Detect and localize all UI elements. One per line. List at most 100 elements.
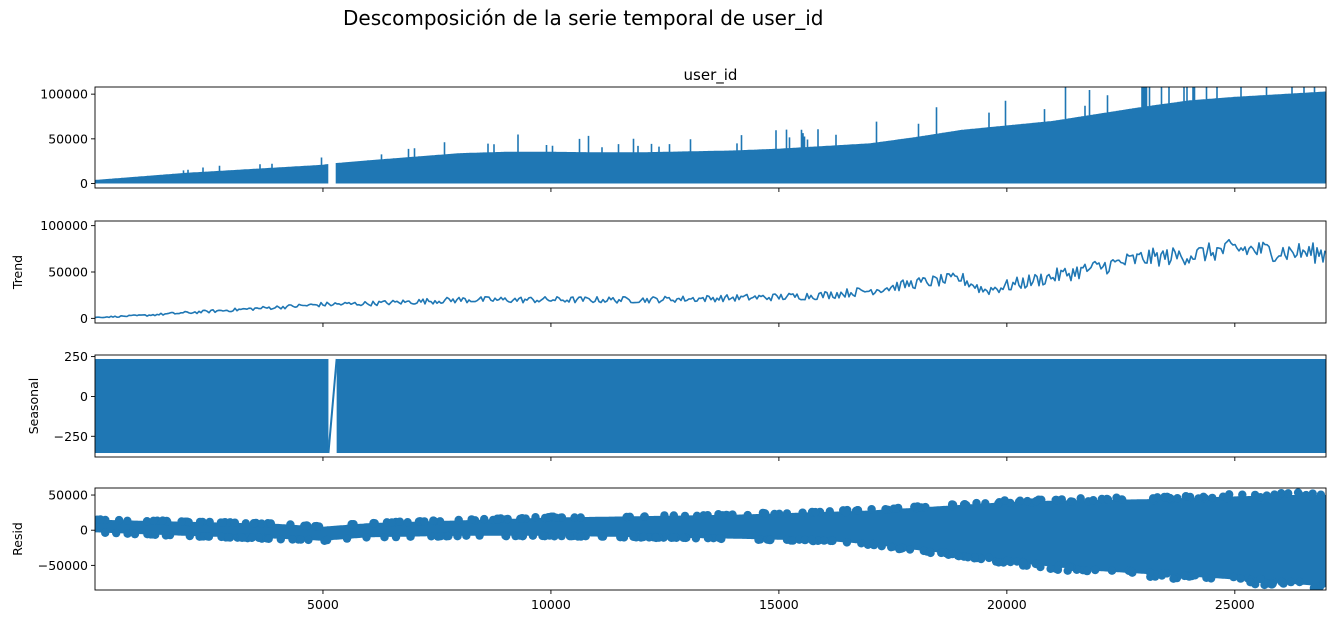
resid-point xyxy=(550,532,559,541)
resid-point xyxy=(765,535,775,545)
resid-point xyxy=(1301,490,1311,500)
resid-point xyxy=(96,515,105,524)
resid-point xyxy=(819,536,829,545)
resid-point xyxy=(981,499,990,508)
resid-point xyxy=(984,553,994,563)
resid-point xyxy=(380,533,389,542)
resid-point xyxy=(158,516,167,525)
series-trend xyxy=(95,238,1326,319)
resid-point xyxy=(1180,571,1189,581)
resid-point xyxy=(1319,579,1326,588)
resid-point xyxy=(143,530,152,539)
ylabel: Seasonal xyxy=(26,378,41,435)
resid-point xyxy=(622,512,631,522)
resid-point xyxy=(314,522,324,531)
resid-point xyxy=(1158,569,1168,578)
resid-point xyxy=(276,535,285,544)
ytick-label: 0 xyxy=(80,311,88,326)
resid-point xyxy=(1268,579,1277,589)
resid-point xyxy=(480,514,489,524)
resid-point xyxy=(1238,490,1247,499)
resid-point xyxy=(1053,565,1063,574)
resid-point xyxy=(1145,568,1155,577)
resid-point xyxy=(1000,496,1009,505)
resid-point xyxy=(1082,566,1092,576)
resid-point xyxy=(881,505,890,514)
resid-point xyxy=(921,502,930,512)
resid-point xyxy=(1169,574,1178,583)
resid-point xyxy=(264,534,273,543)
resid-point xyxy=(1065,563,1074,572)
resid-point xyxy=(1015,496,1025,505)
resid-point xyxy=(112,528,121,538)
resid-point xyxy=(218,518,227,527)
resid-point xyxy=(891,504,901,513)
xtick-label: 5000 xyxy=(307,597,339,612)
resid-point xyxy=(1236,574,1245,583)
resid-point xyxy=(1066,497,1076,506)
panel-title: user_id xyxy=(684,66,738,85)
resid-point xyxy=(1309,583,1319,590)
resid-point xyxy=(403,518,412,527)
resid-point xyxy=(1023,496,1032,506)
resid-point xyxy=(204,532,214,541)
resid-point xyxy=(493,515,502,524)
resid-point xyxy=(629,532,638,541)
resid-point xyxy=(254,533,263,542)
xtick-label: 15000 xyxy=(759,597,799,612)
resid-point xyxy=(651,533,661,543)
resid-point xyxy=(149,516,158,525)
figure-title: Descomposición de la serie temporal de u… xyxy=(343,6,824,30)
panel-1: 0 50000 100000 user_id xyxy=(40,66,1327,192)
resid-point xyxy=(703,534,713,543)
resid-point xyxy=(369,518,378,528)
resid-point xyxy=(925,547,935,557)
resid-point xyxy=(910,502,919,511)
resid-point xyxy=(1128,568,1137,577)
resid-point xyxy=(905,545,915,554)
ytick-label: 50000 xyxy=(48,265,88,280)
xtick-label: 10000 xyxy=(531,597,571,612)
resid-point xyxy=(782,509,792,518)
resid-point xyxy=(1148,494,1158,503)
resid-point xyxy=(557,513,567,522)
resid-point xyxy=(972,498,981,508)
resid-point xyxy=(743,510,752,520)
resid-point xyxy=(395,517,405,526)
resid-point xyxy=(669,533,678,542)
resid-point xyxy=(1277,577,1286,587)
ytick-label: 100000 xyxy=(40,218,88,233)
resid-point xyxy=(531,513,540,522)
resid-point xyxy=(391,532,401,542)
resid-point xyxy=(230,518,240,527)
ytick-label: −50000 xyxy=(38,558,88,573)
resid-point xyxy=(1107,566,1117,575)
resid-point xyxy=(515,531,524,540)
resid-point xyxy=(970,553,979,562)
ytick-label: 100000 xyxy=(40,87,88,102)
series-resid-band xyxy=(95,495,1326,587)
resid-point xyxy=(660,511,669,520)
resid-point xyxy=(877,542,886,551)
resid-point xyxy=(959,500,969,509)
resid-point xyxy=(362,533,371,542)
resid-point xyxy=(142,517,152,526)
resid-point xyxy=(570,513,579,522)
resid-point xyxy=(565,532,575,541)
resid-point xyxy=(807,535,816,545)
plot-area xyxy=(95,488,1326,590)
resid-point xyxy=(770,509,779,519)
resid-point xyxy=(185,531,194,541)
resid-outliers xyxy=(95,488,1326,590)
resid-point xyxy=(551,513,561,522)
resid-point xyxy=(1222,494,1232,503)
axes-frame xyxy=(94,354,1327,458)
resid-point xyxy=(538,531,547,541)
resid-point xyxy=(937,548,947,557)
resid-point xyxy=(954,552,963,561)
series-observed xyxy=(95,87,1326,184)
resid-point xyxy=(597,532,606,541)
resid-point xyxy=(387,518,397,527)
resid-point xyxy=(895,544,904,554)
resid-point xyxy=(467,515,476,524)
